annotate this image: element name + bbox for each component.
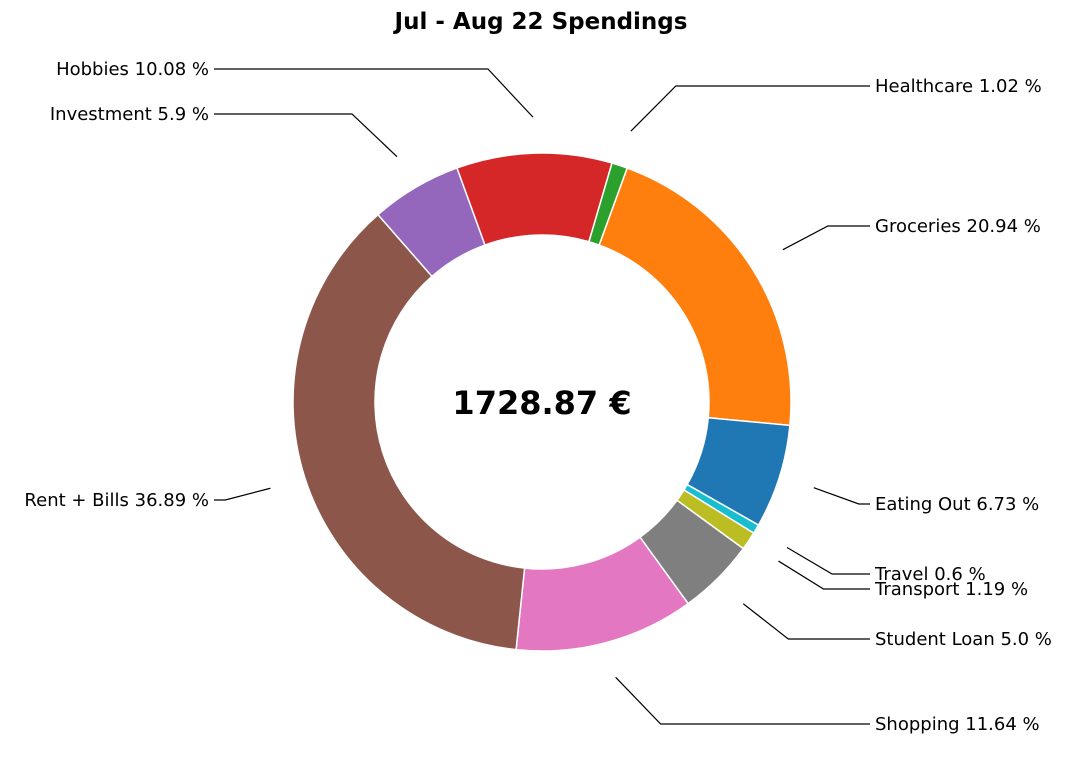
leader-hobbies (214, 68, 534, 118)
label-transport: Transport 1.19 % (874, 579, 1028, 600)
label-hobbies: Hobbies 10.08 % (56, 59, 209, 80)
leader-travel (786, 546, 870, 575)
leader-lines (214, 68, 870, 725)
slice-healthcare (588, 162, 629, 247)
label-student-loan: Student Loan 5.0 % (875, 629, 1052, 650)
center-total: 1728.87 € (452, 384, 631, 422)
leader-transport (778, 560, 870, 590)
slice-labels: Groceries 20.94 % Eating Out 6.73 % Travel… (24, 59, 1052, 735)
leader-student-loan (742, 603, 870, 640)
leader-rent-bills (214, 487, 271, 501)
chart-title: Jul - Aug 22 Spendings (393, 9, 688, 35)
slice-rent-bills (292, 213, 526, 651)
label-groceries: Groceries 20.94 % (875, 216, 1041, 237)
leader-shopping (615, 676, 870, 725)
leader-investment (214, 113, 398, 158)
label-investment: Investment 5.9 % (50, 104, 209, 125)
label-rent-bills: Rent + Bills 36.89 % (24, 490, 209, 511)
leader-eating-out (813, 487, 870, 505)
leader-groceries (782, 225, 870, 251)
leader-healthcare (630, 85, 870, 132)
donut-slices (292, 152, 792, 652)
slice-hobbies (456, 152, 613, 246)
label-eating-out: Eating Out 6.73 % (875, 494, 1039, 515)
label-shopping: Shopping 11.64 % (875, 714, 1040, 735)
label-healthcare: Healthcare 1.02 % (875, 76, 1042, 97)
label-travel: Travel 0.6 % (874, 564, 986, 585)
